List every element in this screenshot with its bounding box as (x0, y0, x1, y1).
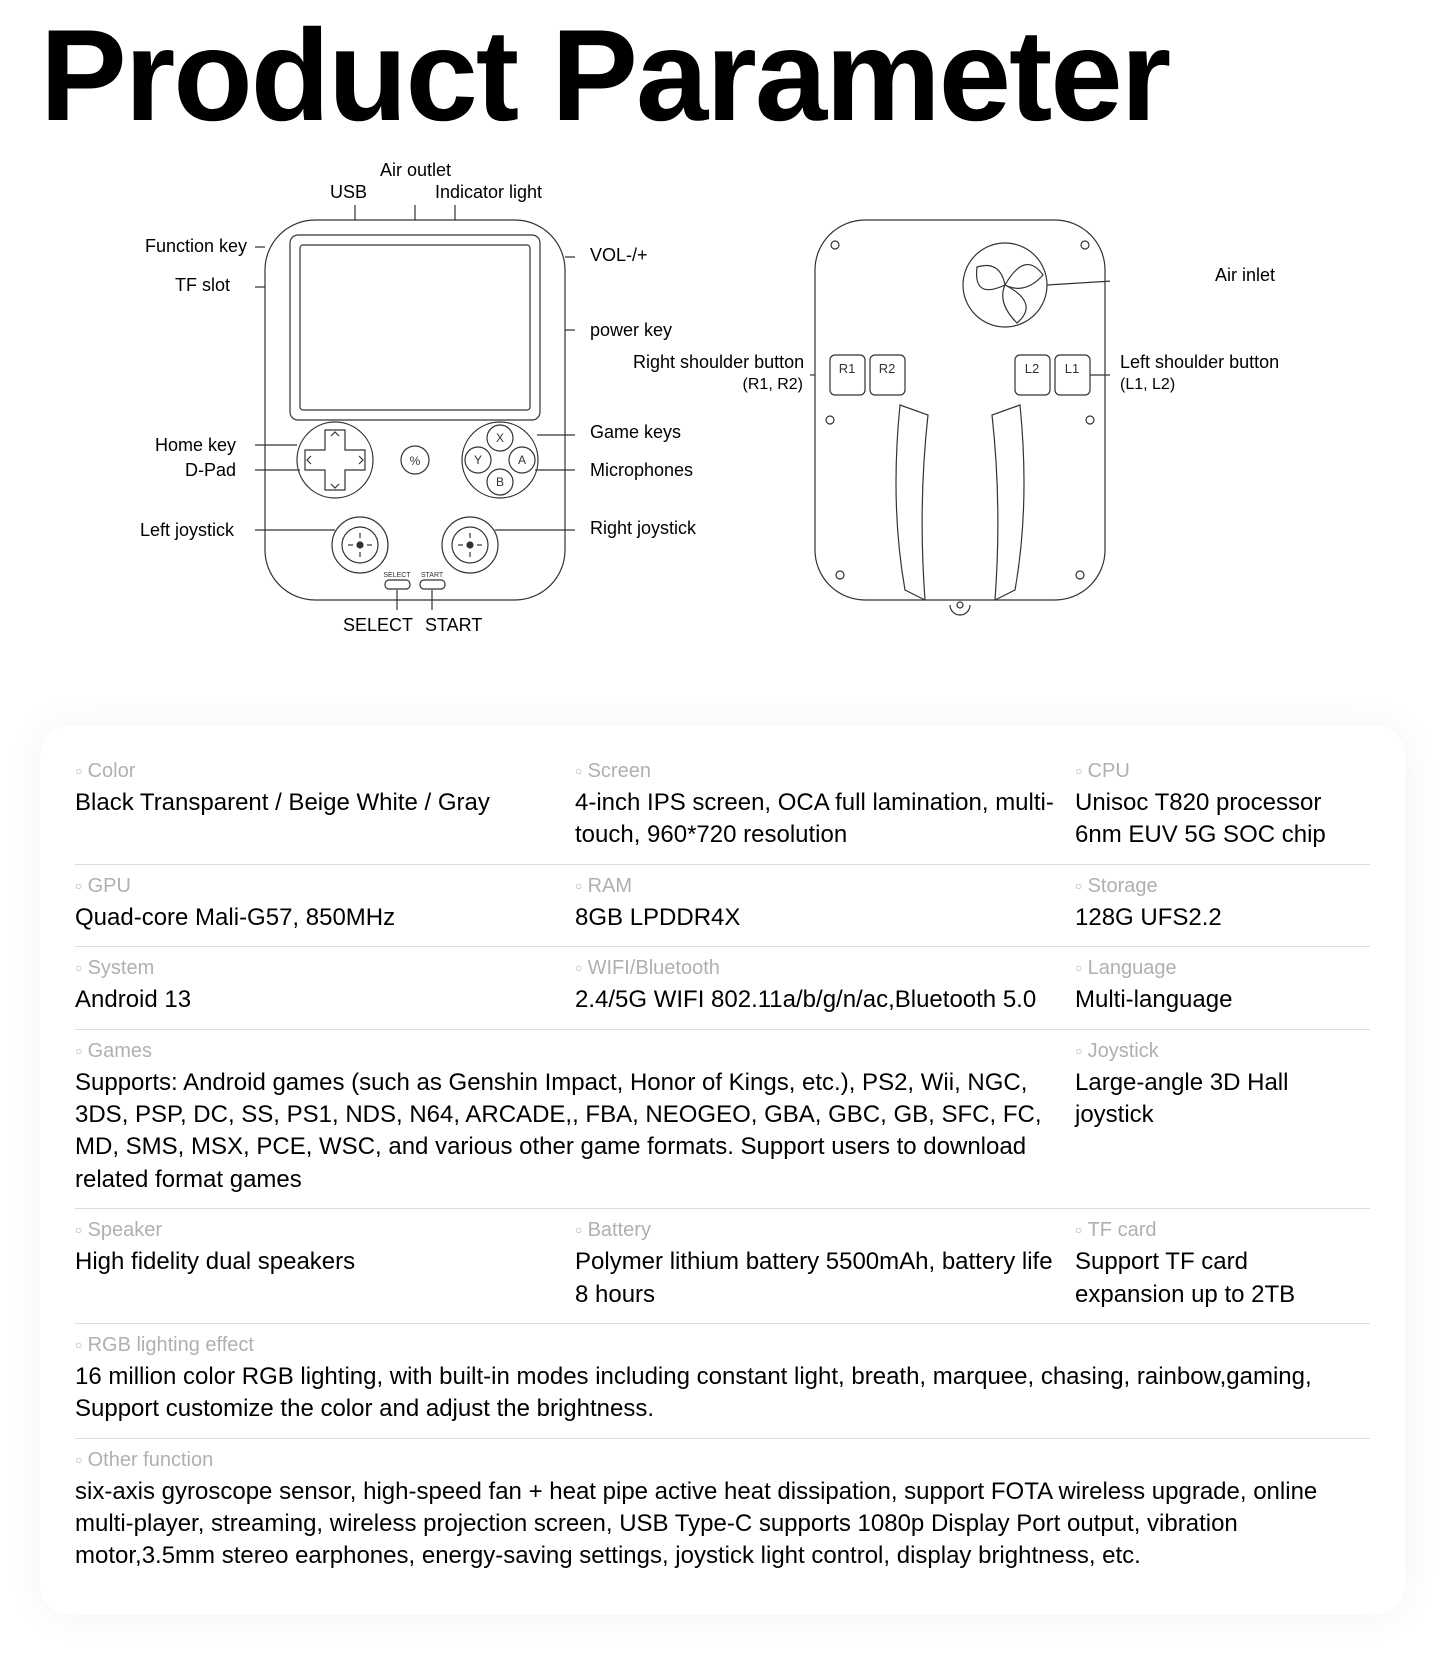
spec-storage-label: Storage (1075, 875, 1350, 898)
spec-screen-label: Screen (575, 760, 1055, 783)
spec-storage: Storage 128G UFS2.2 (1075, 875, 1370, 934)
spec-system: System Android 13 (75, 957, 575, 1016)
label-air-inlet: Air inlet (1215, 265, 1275, 286)
spec-wifi-label: WIFI/Bluetooth (575, 957, 1055, 980)
spec-system-value: Android 13 (75, 984, 555, 1016)
spec-row-1: Color Black Transparent / Beige White / … (75, 750, 1370, 865)
svg-text:A: A (518, 453, 526, 467)
label-left-shoulder: Left shoulder button (L1, L2) (1120, 352, 1279, 394)
spec-joystick: Joystick Large-angle 3D Hall joystick (1075, 1040, 1370, 1197)
svg-text:START: START (421, 572, 444, 579)
right-shoulder-sub: (R1, R2) (743, 376, 803, 393)
spec-row-3: System Android 13 WIFI/Bluetooth 2.4/5G … (75, 947, 1370, 1029)
label-start: START (425, 615, 482, 636)
spec-rgb-label: RGB lighting effect (75, 1334, 1350, 1357)
label-right-joystick: Right joystick (590, 518, 696, 539)
spec-storage-value: 128G UFS2.2 (1075, 902, 1350, 934)
spec-tfcard-value: Support TF card expansion up to 2TB (1075, 1246, 1350, 1311)
spec-battery-label: Battery (575, 1219, 1055, 1242)
label-function-key: Function key (145, 236, 247, 257)
spec-row-4: Games Supports: Android games (such as G… (75, 1030, 1370, 1210)
label-right-shoulder: Right shoulder button (R1, R2) (633, 352, 803, 394)
diagram-area: USB Air outlet Indicator light Function … (40, 160, 1405, 720)
spec-ram-value: 8GB LPDDR4X (575, 902, 1055, 934)
spec-other-value: six-axis gyroscope sensor, high-speed fa… (75, 1476, 1350, 1573)
spec-row-6: RGB lighting effect 16 million color RGB… (75, 1324, 1370, 1439)
label-home-key: Home key (155, 435, 236, 456)
svg-text:Y: Y (474, 453, 482, 467)
left-shoulder-sub: (L1, L2) (1120, 376, 1175, 393)
spec-row-7: Other function six-axis gyroscope sensor… (75, 1439, 1370, 1585)
spec-games-value: Supports: Android games (such as Genshin… (75, 1067, 1055, 1197)
spec-screen-value: 4-inch IPS screen, OCA full lamination, … (575, 787, 1055, 852)
spec-ram-label: RAM (575, 875, 1055, 898)
spec-rgb-value: 16 million color RGB lighting, with buil… (75, 1361, 1350, 1426)
spec-gpu-label: GPU (75, 875, 555, 898)
spec-other: Other function six-axis gyroscope sensor… (75, 1449, 1370, 1573)
label-vol: VOL-/+ (590, 245, 648, 266)
spec-tfcard: TF card Support TF card expansion up to … (1075, 1219, 1370, 1311)
spec-row-2: GPU Quad-core Mali-G57, 850MHz RAM 8GB L… (75, 865, 1370, 947)
spec-row-5: Speaker High fidelity dual speakers Batt… (75, 1209, 1370, 1324)
label-air-outlet: Air outlet (380, 160, 451, 181)
spec-gpu-value: Quad-core Mali-G57, 850MHz (75, 902, 555, 934)
spec-games: Games Supports: Android games (such as G… (75, 1040, 1075, 1197)
svg-text:L1: L1 (1065, 361, 1079, 376)
label-dpad: D-Pad (185, 460, 236, 481)
spec-cpu-value: Unisoc T820 processor 6nm EUV 5G SOC chi… (1075, 787, 1350, 852)
spec-rgb: RGB lighting effect 16 million color RGB… (75, 1334, 1370, 1426)
left-shoulder-text: Left shoulder button (1120, 352, 1279, 372)
label-game-keys: Game keys (590, 422, 681, 443)
spec-other-label: Other function (75, 1449, 1350, 1472)
spec-language-label: Language (1075, 957, 1350, 980)
spec-cpu: CPU Unisoc T820 processor 6nm EUV 5G SOC… (1075, 760, 1370, 852)
spec-tfcard-label: TF card (1075, 1219, 1350, 1242)
spec-speaker: Speaker High fidelity dual speakers (75, 1219, 575, 1311)
spec-wifi: WIFI/Bluetooth 2.4/5G WIFI 802.11a/b/g/n… (575, 957, 1075, 1016)
spec-system-label: System (75, 957, 555, 980)
page-title: Product Parameter (40, 0, 1405, 140)
spec-speaker-label: Speaker (75, 1219, 555, 1242)
spec-games-label: Games (75, 1040, 1055, 1063)
svg-text:R1: R1 (839, 361, 856, 376)
spec-card: Color Black Transparent / Beige White / … (40, 725, 1405, 1615)
spec-wifi-value: 2.4/5G WIFI 802.11a/b/g/n/ac,Bluetooth 5… (575, 984, 1055, 1016)
spec-language: Language Multi-language (1075, 957, 1370, 1016)
svg-text:X: X (496, 431, 504, 445)
label-usb: USB (330, 182, 367, 203)
spec-speaker-value: High fidelity dual speakers (75, 1246, 555, 1278)
spec-joystick-value: Large-angle 3D Hall joystick (1075, 1067, 1350, 1132)
spec-language-value: Multi-language (1075, 984, 1350, 1016)
spec-cpu-label: CPU (1075, 760, 1350, 783)
label-tf-slot: TF slot (175, 275, 230, 296)
label-power-key: power key (590, 320, 672, 341)
svg-text:B: B (496, 475, 504, 489)
svg-text:SELECT: SELECT (383, 572, 411, 579)
label-left-joystick: Left joystick (140, 520, 234, 541)
svg-text:L2: L2 (1025, 361, 1039, 376)
label-indicator-light: Indicator light (435, 182, 542, 203)
device-back-icon: R1 R2 L2 L1 (810, 205, 1110, 625)
spec-color-value: Black Transparent / Beige White / Gray (75, 787, 555, 819)
svg-text:R2: R2 (879, 361, 896, 376)
right-shoulder-text: Right shoulder button (633, 352, 804, 372)
spec-gpu: GPU Quad-core Mali-G57, 850MHz (75, 875, 575, 934)
spec-color: Color Black Transparent / Beige White / … (75, 760, 575, 852)
spec-battery: Battery Polymer lithium battery 5500mAh,… (575, 1219, 1075, 1311)
spec-battery-value: Polymer lithium battery 5500mAh, battery… (575, 1246, 1055, 1311)
svg-text:%: % (410, 454, 421, 468)
device-front-icon: % X B Y A SELECT (255, 205, 575, 610)
spec-joystick-label: Joystick (1075, 1040, 1350, 1063)
spec-ram: RAM 8GB LPDDR4X (575, 875, 1075, 934)
spec-color-label: Color (75, 760, 555, 783)
label-microphones: Microphones (590, 460, 693, 481)
label-select: SELECT (343, 615, 413, 636)
spec-screen: Screen 4-inch IPS screen, OCA full lamin… (575, 760, 1075, 852)
